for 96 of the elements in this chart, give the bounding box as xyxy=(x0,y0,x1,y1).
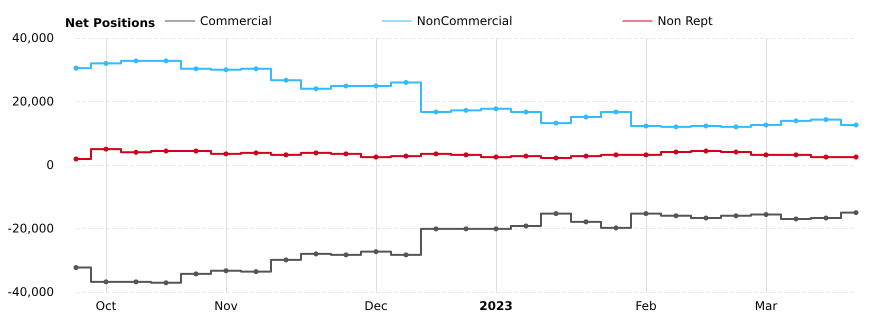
point xyxy=(644,123,648,128)
x-tick-label: 2023 xyxy=(479,299,513,313)
point xyxy=(404,80,408,85)
point xyxy=(374,249,378,254)
point xyxy=(254,66,258,72)
point xyxy=(344,252,348,258)
point xyxy=(194,271,198,276)
point xyxy=(374,83,378,88)
point xyxy=(824,216,828,221)
point xyxy=(134,279,138,284)
y-tick-label: 40,000 xyxy=(12,31,54,45)
point xyxy=(494,226,498,232)
point xyxy=(434,226,438,232)
point xyxy=(824,117,828,122)
point xyxy=(464,226,468,232)
point xyxy=(794,152,798,158)
legend-title: Net Positions xyxy=(65,16,156,30)
point xyxy=(134,150,138,155)
point xyxy=(224,151,228,156)
point xyxy=(74,265,78,270)
point xyxy=(434,151,438,156)
point xyxy=(104,60,108,66)
point xyxy=(134,58,138,64)
point xyxy=(374,154,378,160)
legend-label: Non Rept xyxy=(657,14,714,28)
x-tick-label: Oct xyxy=(96,299,117,313)
point xyxy=(74,66,78,71)
point xyxy=(764,152,768,158)
point xyxy=(284,257,288,262)
point xyxy=(464,152,468,158)
point xyxy=(614,225,618,230)
point xyxy=(74,156,78,162)
point xyxy=(674,124,678,130)
y-tick-label: 20,000 xyxy=(12,94,54,108)
point xyxy=(854,122,858,128)
point xyxy=(314,251,318,256)
point xyxy=(734,213,738,218)
point xyxy=(734,124,738,130)
y-tick-label: -40,000 xyxy=(8,285,54,299)
point xyxy=(584,114,588,120)
point xyxy=(254,269,258,274)
point xyxy=(344,151,348,156)
point xyxy=(794,118,798,124)
point xyxy=(794,216,798,222)
point xyxy=(644,152,648,158)
point xyxy=(854,154,858,160)
point xyxy=(224,268,228,274)
point xyxy=(194,148,198,154)
point xyxy=(104,279,108,284)
point xyxy=(344,83,348,88)
point xyxy=(194,66,198,72)
x-tick-label: Mar xyxy=(754,299,778,313)
point xyxy=(284,78,288,83)
point xyxy=(164,280,168,286)
point xyxy=(734,149,738,154)
point xyxy=(314,86,318,92)
point xyxy=(554,120,558,126)
point xyxy=(494,154,498,160)
point xyxy=(764,122,768,128)
point xyxy=(464,108,468,113)
point xyxy=(554,156,558,161)
point xyxy=(524,154,528,159)
point xyxy=(764,212,768,218)
point xyxy=(674,149,678,154)
point xyxy=(704,148,708,154)
point xyxy=(284,152,288,158)
point xyxy=(554,211,558,216)
point xyxy=(164,148,168,154)
point xyxy=(164,58,168,64)
point xyxy=(614,152,618,158)
x-tick-label: Feb xyxy=(635,299,657,313)
point xyxy=(404,252,408,258)
legend-label: NonCommercial xyxy=(416,14,512,28)
point xyxy=(854,210,858,216)
x-tick-label: Nov xyxy=(214,299,238,313)
point xyxy=(494,106,498,112)
point xyxy=(674,213,678,218)
y-tick-label: 0 xyxy=(46,158,54,172)
point xyxy=(434,109,438,114)
point xyxy=(224,67,228,72)
point xyxy=(704,216,708,221)
legend-label: Commercial xyxy=(200,14,272,28)
point xyxy=(584,219,588,224)
point xyxy=(524,109,528,114)
point xyxy=(584,154,588,159)
point xyxy=(404,154,408,159)
x-tick-label: Dec xyxy=(364,299,388,313)
point xyxy=(314,150,318,156)
point xyxy=(524,223,528,228)
point xyxy=(824,154,828,160)
point xyxy=(644,211,648,216)
y-tick-label: -20,000 xyxy=(8,222,54,236)
point xyxy=(104,146,108,152)
point xyxy=(704,123,708,128)
point xyxy=(254,150,258,156)
point xyxy=(614,109,618,114)
